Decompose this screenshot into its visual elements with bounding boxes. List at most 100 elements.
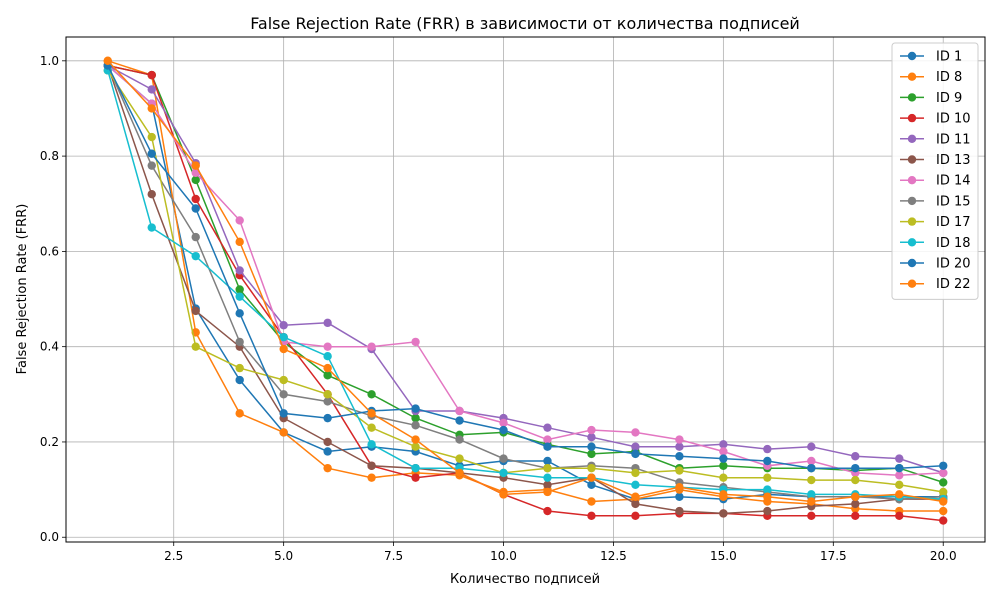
- data-point: [279, 344, 288, 354]
- legend-box: [891, 42, 979, 300]
- data-point: [587, 497, 596, 506]
- legend-marker: [907, 176, 917, 185]
- data-point: [587, 442, 596, 451]
- data-point: [587, 432, 596, 442]
- data-point: [631, 480, 640, 490]
- data-point: [147, 223, 156, 232]
- legend-label: ID 14: [936, 174, 971, 189]
- data-point: [587, 511, 596, 520]
- series-layer: [103, 56, 948, 525]
- x-tick-label: 12.5: [600, 549, 627, 563]
- data-point: [191, 204, 200, 213]
- data-point: [279, 332, 288, 342]
- data-point: [279, 390, 288, 399]
- data-point: [807, 475, 816, 485]
- data-point: [235, 237, 244, 247]
- legend-entry: ID 20: [900, 257, 971, 272]
- data-point: [455, 416, 464, 425]
- data-point: [807, 490, 816, 499]
- data-point: [587, 480, 596, 490]
- legend-entry: ID 14: [900, 174, 971, 189]
- legend-marker: [907, 51, 917, 61]
- data-point: [719, 447, 728, 456]
- legend-entry: ID 15: [900, 194, 971, 209]
- data-point: [631, 492, 640, 501]
- data-point: [235, 363, 244, 373]
- data-point: [411, 435, 420, 444]
- data-point: [455, 468, 464, 478]
- data-point: [763, 506, 772, 516]
- data-point: [675, 492, 684, 501]
- data-point: [543, 435, 552, 444]
- series-line: [107, 65, 944, 477]
- legend-marker: [907, 113, 917, 123]
- data-point: [543, 480, 552, 490]
- y-axis-label: False Rejection Rate (FRR): [15, 204, 30, 375]
- data-point: [367, 461, 376, 470]
- series-line: [107, 60, 944, 512]
- data-point: [587, 425, 596, 435]
- data-point: [895, 490, 904, 499]
- data-point: [323, 318, 332, 328]
- data-point: [499, 418, 508, 428]
- data-point: [587, 449, 596, 459]
- data-point: [543, 506, 552, 516]
- data-point: [543, 487, 552, 497]
- data-point: [279, 409, 288, 418]
- legend-entry: ID 9: [900, 91, 962, 106]
- legend-marker: [907, 238, 917, 247]
- series-line: [107, 69, 944, 493]
- data-point: [191, 232, 200, 242]
- data-point: [147, 70, 156, 80]
- y-tick-label: 1.0: [40, 54, 59, 68]
- data-point: [147, 149, 156, 158]
- data-point: [851, 452, 860, 461]
- data-point: [543, 456, 552, 466]
- data-point: [895, 454, 904, 463]
- x-axis-ticks: 2.5 5.0 7.5 10.0 12.5 15.0 17.5 20.0: [164, 542, 957, 563]
- data-point: [939, 468, 948, 478]
- data-point: [191, 194, 200, 204]
- legend-entry: ID 11: [900, 132, 971, 147]
- data-point: [323, 342, 332, 351]
- x-tick-label: 15.0: [710, 549, 737, 563]
- data-point: [631, 449, 640, 459]
- data-point: [499, 468, 508, 478]
- data-point: [939, 506, 948, 516]
- y-tick-label: 0.4: [40, 340, 59, 354]
- data-point: [807, 442, 816, 451]
- data-point: [719, 461, 728, 470]
- data-point: [675, 506, 684, 516]
- plot-frame: [65, 36, 986, 543]
- y-tick-label: 0.0: [40, 530, 59, 544]
- data-point: [279, 375, 288, 385]
- data-point: [367, 390, 376, 399]
- data-point: [235, 337, 244, 347]
- legend-label: ID 15: [936, 194, 971, 209]
- data-point: [411, 473, 420, 482]
- legend-label: ID 22: [936, 277, 971, 292]
- legend-label: ID 8: [936, 70, 962, 85]
- data-point: [323, 363, 332, 373]
- legend-label: ID 17: [936, 215, 971, 230]
- data-point: [939, 516, 948, 525]
- data-point: [807, 511, 816, 520]
- data-point: [807, 463, 816, 473]
- data-point: [851, 499, 860, 509]
- data-point: [719, 454, 728, 463]
- data-point: [191, 161, 200, 170]
- data-point: [543, 463, 552, 473]
- data-point: [147, 85, 156, 94]
- data-point: [411, 413, 420, 423]
- legend-label: ID 10: [936, 112, 971, 127]
- x-tick-label: 20.0: [930, 549, 957, 563]
- legend-entry: ID 13: [900, 153, 971, 168]
- data-point: [367, 473, 376, 482]
- data-point: [235, 216, 244, 225]
- legend-label: ID 9: [936, 91, 962, 106]
- data-point: [147, 161, 156, 170]
- data-point: [675, 452, 684, 461]
- data-point: [895, 511, 904, 520]
- legend-marker: [907, 279, 917, 288]
- x-tick-label: 17.5: [820, 549, 847, 563]
